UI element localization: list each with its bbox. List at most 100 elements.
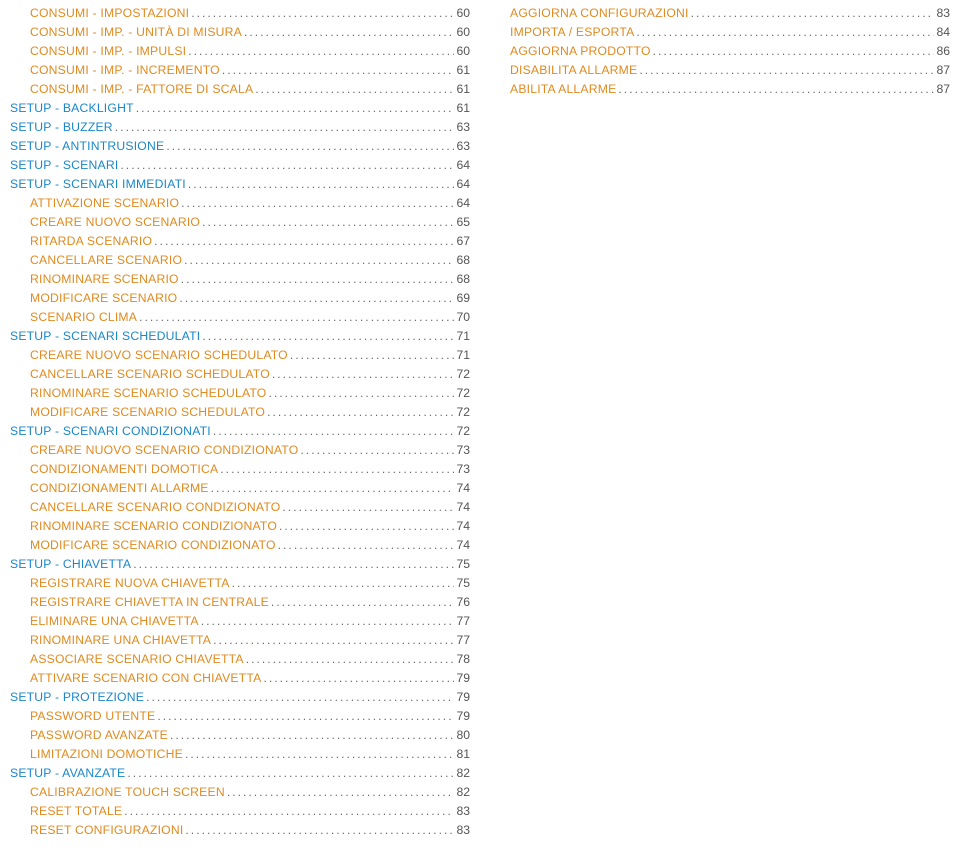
toc-leader: ........................................… [227,783,455,802]
toc-leader: ........................................… [120,156,454,175]
toc-section-row: SETUP - SCENARI IMMEDIATI...............… [10,175,470,194]
toc-label[interactable]: MODIFICARE SCENARIO [30,289,177,308]
toc-label[interactable]: CREARE NUOVO SCENARIO [30,213,200,232]
toc-leader: ........................................… [181,194,454,213]
toc-item-row: RINOMINARE UNA CHIAVETTA................… [10,631,470,650]
toc-label[interactable]: ASSOCIARE SCENARIO CHIAVETTA [30,650,244,669]
toc-item-row: CANCELLARE SCENARIO.....................… [10,251,470,270]
toc-leader: ........................................… [139,308,454,327]
toc-label[interactable]: CANCELLARE SCENARIO CONDIZIONATO [30,498,280,517]
toc-label[interactable]: MODIFICARE SCENARIO CONDIZIONATO [30,536,276,555]
toc-leader: ........................................… [636,23,934,42]
toc-page-number: 60 [456,42,470,61]
toc-label[interactable]: CANCELLARE SCENARIO [30,251,182,270]
toc-page-number: 75 [456,574,470,593]
toc-page-number: 61 [456,61,470,80]
toc-page-number: 84 [936,23,950,42]
toc-leader: ........................................… [268,384,454,403]
toc-item-row: ABILITA ALLARME.........................… [490,80,950,99]
toc-label[interactable]: SETUP - BUZZER [10,118,113,137]
toc-leader: ........................................… [213,422,455,441]
toc-item-row: ATTIVAZIONE SCENARIO....................… [10,194,470,213]
toc-leader: ........................................… [124,802,454,821]
toc-label[interactable]: RINOMINARE UNA CHIAVETTA [30,631,211,650]
toc-label[interactable]: CALIBRAZIONE TOUCH SCREEN [30,783,225,802]
toc-label[interactable]: CREARE NUOVO SCENARIO CONDIZIONATO [30,441,298,460]
toc-item-row: MODIFICARE SCENARIO SCHEDULATO..........… [10,403,470,422]
toc-label[interactable]: MODIFICARE SCENARIO SCHEDULATO [30,403,265,422]
toc-section-row: SETUP - SCENARI.........................… [10,156,470,175]
toc-item-row: PASSWORD UTENTE.........................… [10,707,470,726]
toc-label[interactable]: SCENARIO CLIMA [30,308,137,327]
toc-label[interactable]: CONSUMI - IMP. - INCREMENTO [30,61,220,80]
toc-label[interactable]: SETUP - BACKLIGHT [10,99,134,118]
toc-page-number: 74 [456,517,470,536]
toc-page-number: 77 [456,612,470,631]
toc-item-row: CANCELLARE SCENARIO CONDIZIONATO........… [10,498,470,517]
toc-label[interactable]: SETUP - SCENARI SCHEDULATI [10,327,200,346]
toc-item-row: CALIBRAZIONE TOUCH SCREEN...............… [10,783,470,802]
toc-page-number: 64 [456,156,470,175]
toc-page-number: 68 [456,270,470,289]
toc-label[interactable]: CONDIZIONAMENTI DOMOTICA [30,460,218,479]
toc-leader: ........................................… [246,650,455,669]
toc-label[interactable]: PASSWORD UTENTE [30,707,155,726]
toc-page-number: 74 [456,498,470,517]
toc-column-left: CONSUMI - IMPOSTAZIONI..................… [10,4,470,840]
toc-label[interactable]: ATTIVAZIONE SCENARIO [30,194,179,213]
toc-label[interactable]: DISABILITA ALLARME [510,61,637,80]
toc-leader: ........................................… [133,555,454,574]
toc-page-number: 72 [456,403,470,422]
toc-label[interactable]: AGGIORNA CONFIGURAZIONI [510,4,689,23]
toc-label[interactable]: AGGIORNA PRODOTTO [510,42,651,61]
toc-label[interactable]: RINOMINARE SCENARIO SCHEDULATO [30,384,266,403]
toc-label[interactable]: REGISTRARE NUOVA CHIAVETTA [30,574,230,593]
toc-section-row: SETUP - BACKLIGHT.......................… [10,99,470,118]
toc-page-number: 79 [456,707,470,726]
toc-label[interactable]: RESET TOTALE [30,802,122,821]
toc-label[interactable]: SETUP - PROTEZIONE [10,688,144,707]
toc-label[interactable]: ELIMINARE UNA CHIAVETTA [30,612,199,631]
toc-label[interactable]: CONSUMI - IMP. - UNITÀ DI MISURA [30,23,242,42]
toc-item-row: CONDIZIONAMENTI ALLARME.................… [10,479,470,498]
toc-page-number: 81 [456,745,470,764]
toc-section-row: SETUP - ANTINTRUSIONE...................… [10,137,470,156]
toc-page-number: 60 [456,4,470,23]
toc-label[interactable]: SETUP - SCENARI CONDIZIONATI [10,422,211,441]
toc-label[interactable]: ABILITA ALLARME [510,80,616,99]
toc-leader: ........................................… [220,460,454,479]
toc-label[interactable]: SETUP - SCENARI [10,156,118,175]
toc-label[interactable]: SETUP - AVANZATE [10,764,125,783]
toc-item-row: CONSUMI - IMPOSTAZIONI..................… [10,4,470,23]
toc-leader: ........................................… [278,536,455,555]
toc-label[interactable]: REGISTRARE CHIAVETTA IN CENTRALE [30,593,269,612]
toc-label[interactable]: RITARDA SCENARIO [30,232,152,251]
toc-page-number: 61 [456,80,470,99]
toc-label[interactable]: RINOMINARE SCENARIO [30,270,179,289]
toc-label[interactable]: CONSUMI - IMPOSTAZIONI [30,4,189,23]
toc-leader: ........................................… [154,232,454,251]
toc-label[interactable]: SETUP - ANTINTRUSIONE [10,137,164,156]
toc-label[interactable]: CONDIZIONAMENTI ALLARME [30,479,209,498]
toc-label[interactable]: ATTIVARE SCENARIO CON CHIAVETTA [30,669,261,688]
toc-leader: ........................................… [618,80,934,99]
toc-label[interactable]: CONSUMI - IMP. - IMPULSI [30,42,186,61]
toc-label[interactable]: RESET CONFIGURAZIONI [30,821,183,840]
toc-label[interactable]: CONSUMI - IMP. - FATTORE DI SCALA [30,80,253,99]
toc-leader: ........................................… [191,4,454,23]
toc-label[interactable]: LIMITAZIONI DOMOTICHE [30,745,183,764]
toc-leader: ........................................… [115,118,455,137]
toc-label[interactable]: CREARE NUOVO SCENARIO SCHEDULATO [30,346,288,365]
toc-section-row: SETUP - SCENARI SCHEDULATI..............… [10,327,470,346]
toc-label[interactable]: CANCELLARE SCENARIO SCHEDULATO [30,365,270,384]
toc-label[interactable]: IMPORTA / ESPORTA [510,23,634,42]
toc-page-number: 68 [456,251,470,270]
toc-page-number: 82 [456,783,470,802]
toc-item-row: CONDIZIONAMENTI DOMOTICA................… [10,460,470,479]
toc-label[interactable]: PASSWORD AVANZATE [30,726,168,745]
toc-item-row: RINOMINARE SCENARIO.....................… [10,270,470,289]
toc-label[interactable]: SETUP - CHIAVETTA [10,555,131,574]
toc-label[interactable]: SETUP - SCENARI IMMEDIATI [10,175,186,194]
toc-label[interactable]: RINOMINARE SCENARIO CONDIZIONATO [30,517,277,536]
toc-page-number: 73 [456,460,470,479]
